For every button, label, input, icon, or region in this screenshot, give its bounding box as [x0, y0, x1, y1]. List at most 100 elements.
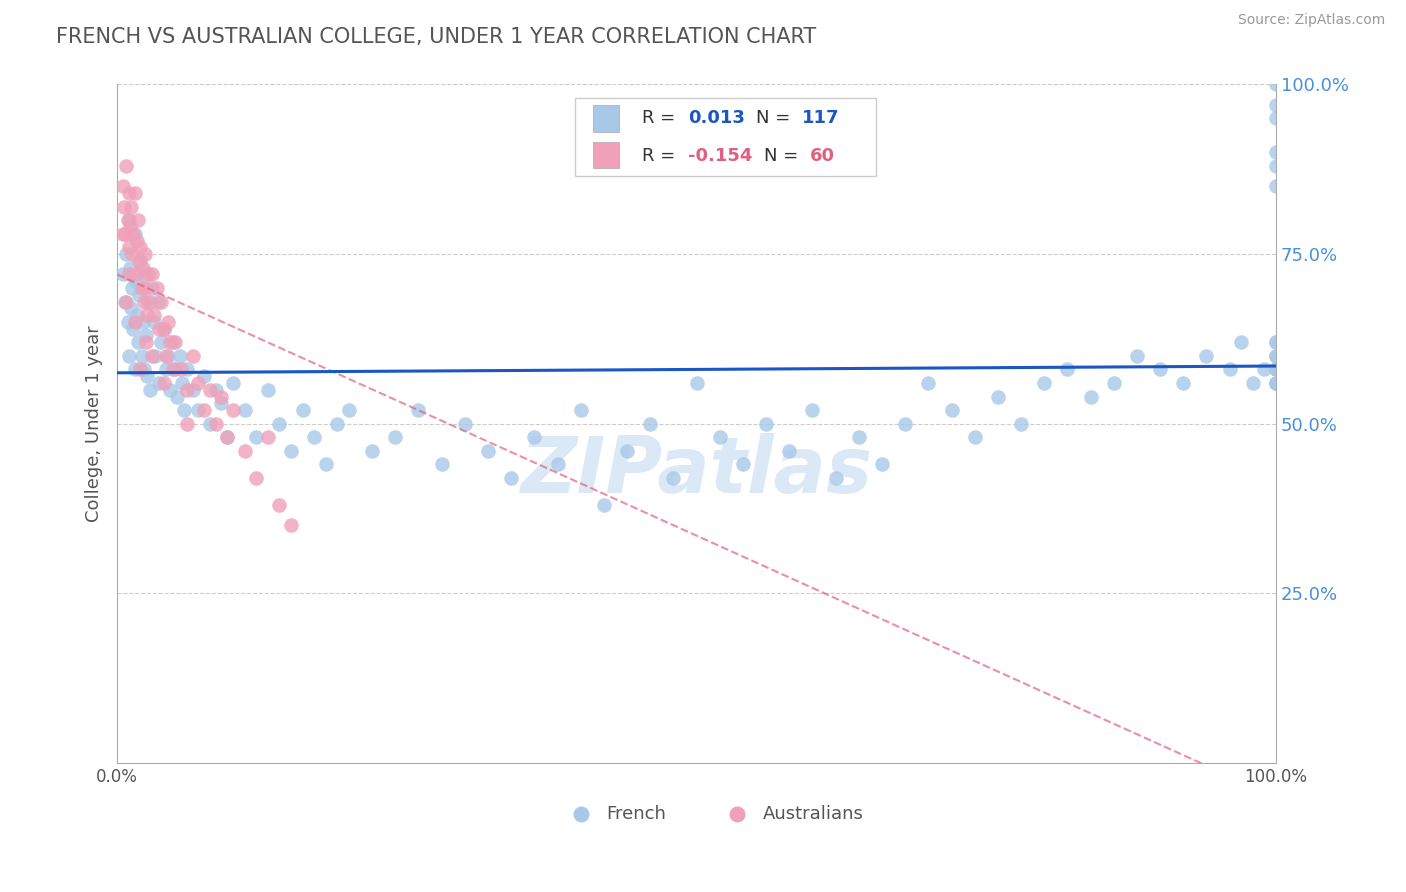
Point — [135, 335, 157, 350]
Point — [384, 430, 406, 444]
Point — [152, 322, 174, 336]
Point — [917, 376, 939, 390]
Point — [165, 362, 187, 376]
Point — [1265, 376, 1288, 390]
Point — [138, 294, 160, 309]
Point — [187, 403, 209, 417]
Point — [114, 227, 136, 241]
Point — [135, 281, 157, 295]
Point — [204, 417, 226, 431]
Point — [193, 369, 215, 384]
Text: 60: 60 — [810, 147, 835, 165]
Point — [1265, 335, 1288, 350]
Point — [233, 443, 256, 458]
Point — [129, 253, 152, 268]
Point — [134, 247, 156, 261]
Point — [1265, 335, 1288, 350]
Point — [141, 268, 163, 282]
Point — [1265, 145, 1288, 160]
Text: Australians: Australians — [762, 805, 863, 822]
Point — [1173, 376, 1195, 390]
Point — [115, 247, 138, 261]
Point — [245, 471, 267, 485]
Point — [148, 322, 170, 336]
Point — [128, 253, 150, 268]
Point — [638, 417, 661, 431]
Point — [211, 396, 233, 410]
Point — [755, 417, 778, 431]
Point — [128, 287, 150, 301]
Point — [135, 328, 157, 343]
Point — [172, 376, 194, 390]
Point — [1265, 349, 1288, 363]
Point — [1230, 335, 1253, 350]
Point — [315, 458, 337, 472]
Point — [150, 335, 173, 350]
Point — [217, 430, 239, 444]
Text: R =: R = — [643, 109, 681, 127]
Point — [148, 376, 170, 390]
Point — [361, 443, 384, 458]
Point — [129, 362, 152, 376]
Point — [118, 260, 141, 275]
Point — [143, 308, 166, 322]
Point — [159, 335, 181, 350]
Point — [118, 186, 141, 200]
Point — [157, 349, 180, 363]
Point — [127, 335, 149, 350]
Point — [162, 335, 184, 350]
Point — [155, 349, 177, 363]
Point — [141, 349, 163, 363]
Point — [501, 471, 523, 485]
Text: N =: N = — [763, 147, 804, 165]
Text: -0.154: -0.154 — [689, 147, 752, 165]
Point — [122, 227, 145, 241]
Point — [1265, 362, 1288, 376]
Point — [162, 362, 184, 376]
Point — [120, 301, 142, 316]
Y-axis label: College, Under 1 year: College, Under 1 year — [86, 326, 103, 522]
Point — [131, 349, 153, 363]
Point — [1265, 159, 1288, 173]
Point — [408, 403, 430, 417]
Point — [1265, 112, 1288, 126]
Point — [1056, 362, 1078, 376]
Point — [1265, 349, 1288, 363]
Point — [136, 308, 159, 322]
Point — [118, 349, 141, 363]
Point — [118, 268, 141, 282]
Point — [523, 430, 546, 444]
Point — [124, 362, 146, 376]
Point — [1265, 376, 1288, 390]
Point — [131, 260, 153, 275]
Point — [454, 417, 477, 431]
Text: ZIPatlas: ZIPatlas — [520, 434, 873, 509]
Text: French: French — [606, 805, 666, 822]
Point — [222, 403, 245, 417]
Point — [941, 403, 963, 417]
Point — [1010, 417, 1032, 431]
Point — [138, 268, 160, 282]
Point — [132, 362, 155, 376]
Point — [709, 430, 731, 444]
Point — [569, 806, 592, 821]
Point — [150, 294, 173, 309]
Point — [111, 227, 134, 241]
Point — [1033, 376, 1056, 390]
Point — [731, 458, 754, 472]
Point — [592, 498, 614, 512]
Point — [112, 200, 135, 214]
Point — [145, 349, 167, 363]
Point — [170, 362, 193, 376]
Point — [204, 383, 226, 397]
Point — [233, 403, 256, 417]
Point — [122, 322, 145, 336]
Point — [198, 417, 221, 431]
Point — [125, 234, 148, 248]
Point — [121, 247, 143, 261]
FancyBboxPatch shape — [593, 105, 619, 131]
Point — [302, 430, 325, 444]
Point — [125, 268, 148, 282]
Point — [222, 376, 245, 390]
Point — [569, 403, 592, 417]
